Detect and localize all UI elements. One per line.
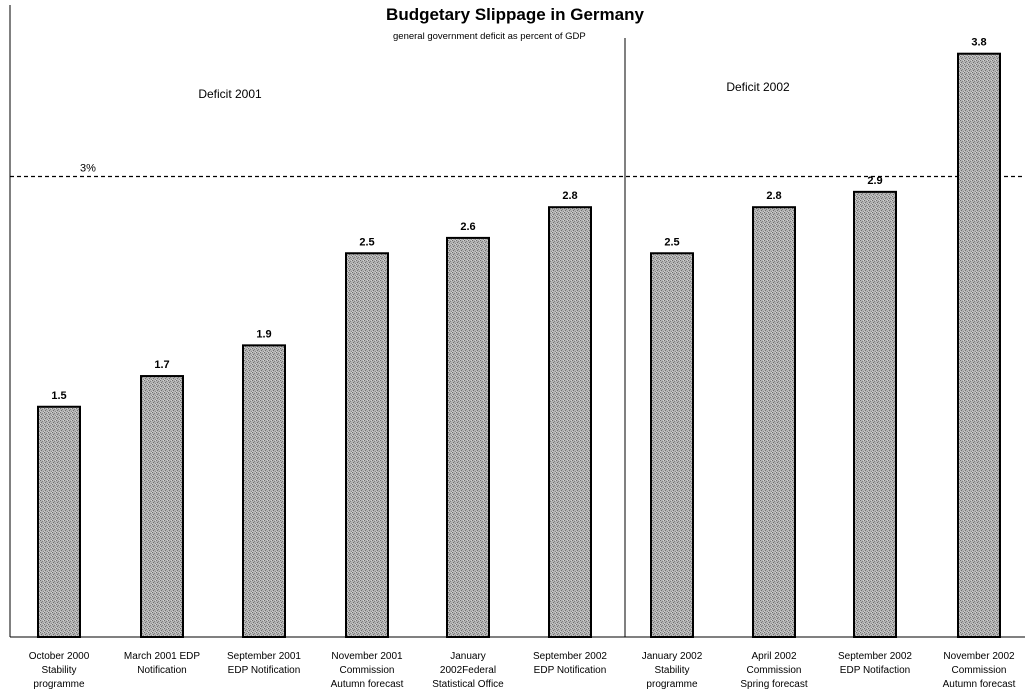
- value-label: 2.6: [460, 221, 475, 233]
- category-label: March 2001 EDP Notification: [124, 651, 200, 676]
- category-label: April 2002 Commission Spring forecast: [740, 651, 807, 690]
- bar: [37, 405, 81, 638]
- bar: [345, 252, 389, 638]
- category-label: November 2001 Commission Autumn forecast: [331, 651, 404, 690]
- category-label: October 2000 Stability programme: [29, 651, 90, 690]
- category-label-line: October 2000: [29, 651, 90, 662]
- category-label-line: September 2001: [227, 651, 301, 662]
- bar: [752, 206, 796, 638]
- bars-layer: [37, 52, 1001, 638]
- category-label-line: Spring forecast: [740, 679, 807, 690]
- category-label-line: Autumn forecast: [943, 679, 1016, 690]
- category-labels-layer: October 2000 Stability programme March 2001…: [29, 651, 1016, 690]
- bar: [242, 344, 286, 638]
- category-label-line: Statistical Office: [432, 679, 504, 690]
- value-label: 2.8: [766, 190, 781, 202]
- category-label-line: Commission: [951, 665, 1006, 676]
- value-label: 1.7: [154, 359, 169, 371]
- category-label-line: March 2001 EDP: [124, 651, 200, 662]
- category-label-line: Autumn forecast: [331, 679, 404, 690]
- value-label: 1.9: [256, 328, 271, 340]
- value-label: 2.9: [867, 175, 882, 187]
- category-label-line: Commission: [339, 665, 394, 676]
- category-label-line: EDP Notification: [534, 665, 607, 676]
- group-label-2002: Deficit 2002: [726, 80, 790, 94]
- category-label-line: April 2002: [751, 651, 796, 662]
- bar: [140, 375, 184, 638]
- category-label-line: January 2002: [642, 651, 703, 662]
- category-label: January 2002 Stability programme: [642, 651, 703, 690]
- group-label-2001: Deficit 2001: [198, 87, 262, 101]
- value-label: 2.5: [664, 236, 679, 248]
- category-label-line: 2002Federal: [440, 665, 496, 676]
- value-labels-layer: 1.5 1.7 1.9 2.5 2.6 2.8 2.5 2.8 2.9 3.8: [51, 37, 986, 402]
- bar: [548, 206, 592, 638]
- category-label: September 2002 EDP Notifaction: [838, 651, 912, 676]
- category-label-line: September 2002: [838, 651, 912, 662]
- chart-title: Budgetary Slippage in Germany: [386, 5, 644, 24]
- category-label-line: programme: [33, 679, 85, 690]
- category-label-line: EDP Notifaction: [840, 665, 910, 676]
- bar: [957, 52, 1001, 638]
- category-label-line: EDP Notification: [228, 665, 301, 676]
- bar: [446, 236, 490, 638]
- bar: [650, 252, 694, 638]
- value-label: 2.5: [359, 236, 374, 248]
- category-label-line: September 2002: [533, 651, 607, 662]
- bar: [853, 190, 897, 638]
- category-label-line: November 2002: [943, 651, 1015, 662]
- category-label-line: Stability: [654, 665, 689, 676]
- category-label-line: January: [450, 651, 486, 662]
- category-label: November 2002 Commission Autumn forecast: [943, 651, 1016, 690]
- category-label: January 2002Federal Statistical Office: [432, 651, 504, 690]
- reference-layer: 3%: [10, 163, 1025, 178]
- value-label: 1.5: [51, 390, 66, 402]
- chart-subtitle: general government deficit as percent of…: [393, 31, 586, 42]
- category-label-line: Notification: [137, 665, 186, 676]
- category-label: September 2002 EDP Notification: [533, 651, 607, 676]
- category-label-line: Stability: [41, 665, 76, 676]
- category-label-line: November 2001: [331, 651, 403, 662]
- value-label: 3.8: [971, 37, 986, 49]
- category-label-line: programme: [646, 679, 698, 690]
- category-label-line: Commission: [746, 665, 801, 676]
- value-label: 2.8: [562, 190, 577, 202]
- category-label: September 2001 EDP Notification: [227, 651, 301, 676]
- reference-line-label: 3%: [80, 163, 96, 175]
